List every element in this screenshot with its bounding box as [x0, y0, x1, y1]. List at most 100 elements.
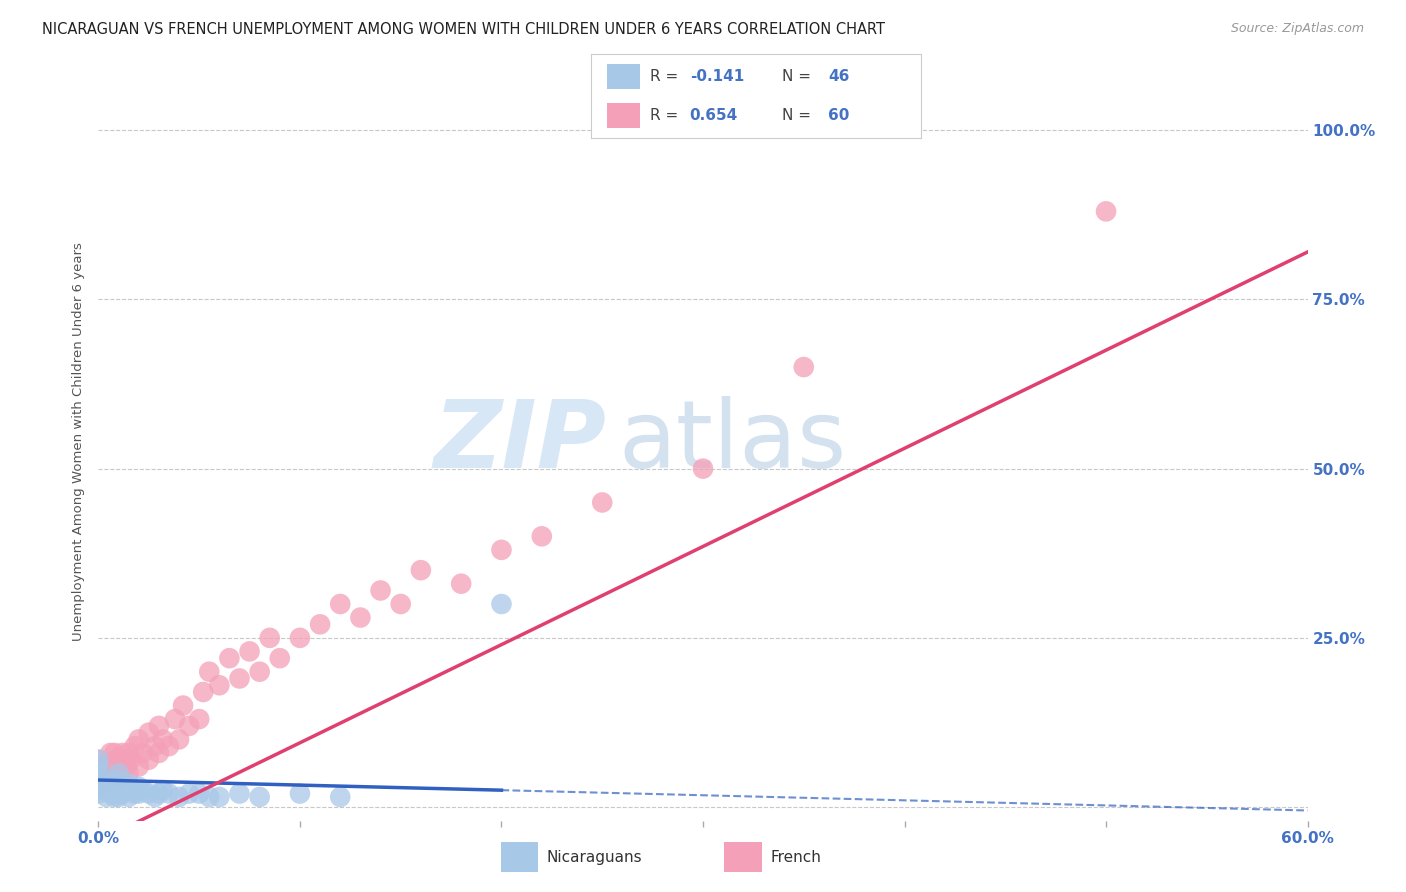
Point	[329, 789, 352, 804]
Point	[208, 678, 231, 692]
Point	[91, 772, 114, 787]
Point	[172, 698, 194, 713]
Point	[100, 746, 122, 760]
Point	[107, 759, 129, 773]
Text: ZIP: ZIP	[433, 395, 606, 488]
Point	[124, 787, 146, 801]
Point	[93, 766, 115, 780]
Point	[157, 787, 180, 801]
Text: R =: R =	[650, 108, 683, 123]
Point	[152, 783, 174, 797]
Point	[143, 789, 166, 804]
Text: -0.141: -0.141	[690, 69, 744, 84]
Point	[152, 732, 174, 747]
Point	[111, 746, 134, 760]
Point	[288, 631, 311, 645]
Text: Source: ZipAtlas.com: Source: ZipAtlas.com	[1230, 22, 1364, 36]
Point	[107, 789, 129, 804]
Point	[118, 766, 141, 780]
Point	[107, 772, 129, 787]
Point	[138, 725, 160, 739]
Text: N =: N =	[782, 69, 815, 84]
Point	[118, 776, 141, 790]
Point	[179, 719, 201, 733]
FancyBboxPatch shape	[724, 842, 762, 872]
Point	[269, 651, 291, 665]
Point	[128, 787, 150, 801]
Point	[87, 753, 110, 767]
Point	[1095, 204, 1118, 219]
Point	[198, 789, 221, 804]
Point	[115, 759, 138, 773]
Point	[249, 665, 271, 679]
Text: atlas: atlas	[619, 395, 846, 488]
Point	[329, 597, 352, 611]
Point	[132, 783, 155, 797]
Point	[97, 776, 120, 790]
Point	[128, 732, 150, 747]
Point	[87, 783, 110, 797]
Y-axis label: Unemployment Among Women with Children Under 6 years: Unemployment Among Women with Children U…	[72, 242, 84, 641]
Text: NICARAGUAN VS FRENCH UNEMPLOYMENT AMONG WOMEN WITH CHILDREN UNDER 6 YEARS CORREL: NICARAGUAN VS FRENCH UNEMPLOYMENT AMONG …	[42, 22, 886, 37]
Text: R =: R =	[650, 69, 683, 84]
Point	[118, 783, 141, 797]
Point	[692, 461, 714, 475]
Point	[591, 495, 613, 509]
Text: French: French	[770, 850, 821, 864]
Point	[103, 746, 125, 760]
Text: 46: 46	[828, 69, 849, 84]
Point	[193, 685, 215, 699]
Point	[167, 732, 190, 747]
Point	[97, 772, 120, 787]
Point	[148, 787, 170, 801]
Point	[218, 651, 240, 665]
Point	[100, 766, 122, 780]
Point	[103, 772, 125, 787]
Point	[309, 617, 332, 632]
Point	[87, 780, 110, 794]
Point	[138, 787, 160, 801]
Point	[188, 787, 211, 801]
Point	[148, 719, 170, 733]
Point	[124, 739, 146, 754]
Point	[228, 787, 250, 801]
FancyBboxPatch shape	[607, 103, 640, 128]
Point	[491, 597, 513, 611]
Point	[120, 753, 142, 767]
Point	[87, 776, 110, 790]
Text: Nicaraguans: Nicaraguans	[547, 850, 643, 864]
Point	[87, 772, 110, 787]
Point	[111, 780, 134, 794]
Point	[157, 739, 180, 754]
Point	[87, 753, 110, 767]
Point	[530, 529, 553, 543]
Point	[103, 766, 125, 780]
Point	[198, 665, 221, 679]
Point	[132, 746, 155, 760]
Point	[793, 360, 815, 375]
Point	[87, 759, 110, 773]
Point	[128, 759, 150, 773]
Point	[114, 753, 136, 767]
Text: 0.654: 0.654	[690, 108, 738, 123]
Point	[491, 542, 513, 557]
Point	[118, 789, 141, 804]
Point	[105, 753, 128, 767]
Point	[105, 787, 128, 801]
Point	[450, 576, 472, 591]
Point	[111, 766, 134, 780]
Point	[138, 753, 160, 767]
Point	[163, 712, 186, 726]
Point	[103, 789, 125, 804]
Point	[228, 672, 250, 686]
Point	[107, 776, 129, 790]
Point	[118, 746, 141, 760]
Point	[389, 597, 412, 611]
Point	[107, 766, 129, 780]
Point	[128, 780, 150, 794]
Point	[103, 783, 125, 797]
Point	[188, 712, 211, 726]
Point	[114, 783, 136, 797]
Point	[208, 789, 231, 804]
Text: 60: 60	[828, 108, 849, 123]
